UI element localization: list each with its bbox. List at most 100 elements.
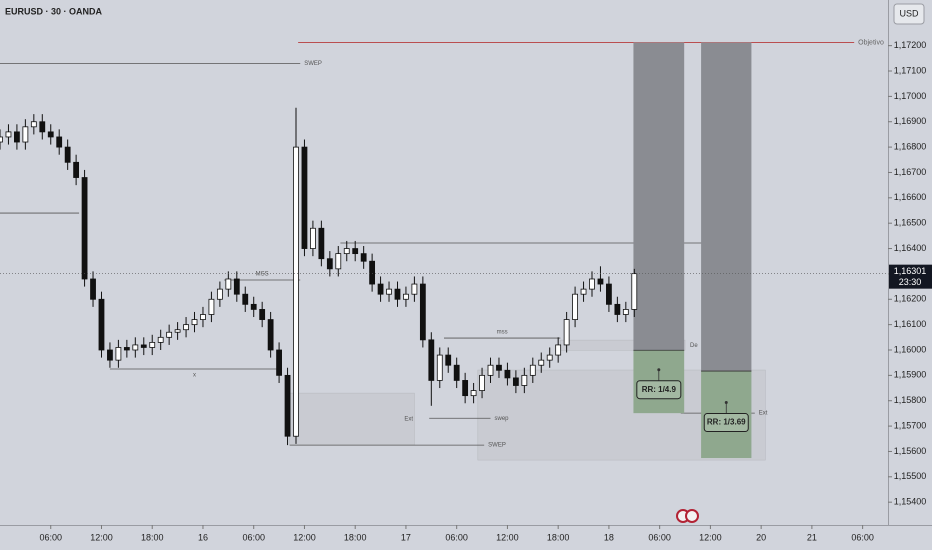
candle-body: [90, 278, 96, 300]
candle-body: [614, 303, 621, 315]
candle: [200, 306, 206, 328]
candle-body: [538, 359, 545, 366]
x-tick-label: 12:00: [293, 532, 316, 542]
candle: [606, 276, 612, 312]
x-tick-label: 17: [401, 532, 411, 542]
candle-body: [47, 131, 54, 138]
candle-body: [631, 273, 638, 310]
candle-body: [233, 278, 240, 295]
y-tick-label: 1,16200: [894, 294, 927, 304]
candle-body: [487, 364, 494, 376]
y-tick-label: 1,16000: [894, 344, 927, 354]
candle: [216, 281, 223, 307]
zone-label: De: [690, 343, 698, 349]
target-zone: [633, 42, 685, 351]
candle: [22, 119, 29, 150]
candle-body: [250, 303, 257, 310]
y-tick-label: 1,15700: [894, 420, 927, 430]
candle-body: [318, 227, 325, 260]
candle-body: [597, 278, 604, 285]
candle-body: [191, 319, 198, 326]
candle-body: [335, 253, 342, 270]
candle-body: [208, 298, 215, 315]
candle-body: [267, 319, 274, 351]
rr-label: RR: 1/4.9: [642, 385, 677, 394]
x-tick-label: 21: [807, 532, 817, 542]
candle: [250, 296, 257, 318]
candle: [546, 347, 553, 368]
candle: [580, 281, 587, 302]
candle: [30, 114, 37, 135]
candle: [462, 372, 469, 404]
candle: [597, 266, 604, 292]
candle-body: [14, 131, 20, 143]
candle-body: [512, 377, 519, 386]
candle-body: [470, 390, 477, 397]
candle: [377, 276, 384, 302]
candle: [267, 311, 274, 358]
candle-body: [352, 248, 359, 255]
x-tick-label: 06:00: [39, 532, 62, 542]
candle: [233, 271, 240, 302]
candle-body: [200, 314, 206, 320]
candle: [64, 139, 71, 170]
candle-body: [411, 283, 418, 295]
candle: [326, 251, 333, 277]
candle: [293, 107, 299, 444]
candle-body: [73, 161, 80, 178]
candle: [191, 311, 198, 333]
x-tick-label: 18:00: [344, 532, 367, 542]
currency-button[interactable]: [893, 3, 925, 25]
level-label: MSS: [256, 272, 269, 278]
level-label: x: [193, 373, 196, 379]
last-price-box: [889, 264, 932, 289]
candle: [622, 301, 629, 323]
candle: [47, 124, 54, 145]
event-icon[interactable]: [685, 509, 699, 523]
candle: [386, 281, 392, 302]
candle: [310, 220, 316, 257]
candle-body: [5, 131, 12, 138]
candle-body: [606, 283, 612, 305]
candle: [369, 253, 376, 292]
candle-body: [386, 288, 392, 295]
candle: [335, 246, 342, 277]
candle-body: [216, 288, 223, 300]
candle: [98, 291, 105, 358]
candle: [512, 370, 519, 394]
y-tick-label: 1,15800: [894, 395, 927, 405]
candle: [0, 129, 3, 150]
candle-body: [436, 354, 443, 381]
candle: [529, 357, 536, 383]
candle-body: [64, 146, 71, 163]
candle: [174, 322, 181, 340]
x-tick-label: 12:00: [699, 532, 722, 542]
rr-box: [636, 380, 682, 400]
candle-body: [555, 344, 562, 356]
plot: 1,15400 1,15500 1,15600 1,15700 1,15800 1,159…: [0, 39, 932, 542]
x-tick-label: 06:00: [851, 532, 874, 542]
candle: [208, 291, 215, 323]
candle-body: [301, 146, 308, 249]
candle-body: [140, 344, 147, 348]
zone: [289, 392, 415, 446]
candle: [14, 124, 20, 150]
candle-body: [157, 336, 164, 343]
candle-body: [445, 354, 452, 366]
candle-body: [572, 293, 578, 320]
candle: [140, 337, 147, 356]
level-label: mss: [497, 330, 508, 336]
candle: [81, 169, 88, 287]
candle: [183, 317, 189, 338]
candle-body: [622, 309, 629, 315]
candle: [301, 139, 308, 257]
candle-body: [107, 349, 113, 361]
candle: [403, 286, 409, 307]
candle: [479, 367, 485, 399]
candle-body: [428, 339, 435, 381]
level-label: Objetivo: [858, 39, 884, 46]
candle: [132, 337, 139, 358]
candle-body: [30, 121, 37, 128]
chart-title: EURUSD · 30 · OANDA: [5, 6, 103, 16]
